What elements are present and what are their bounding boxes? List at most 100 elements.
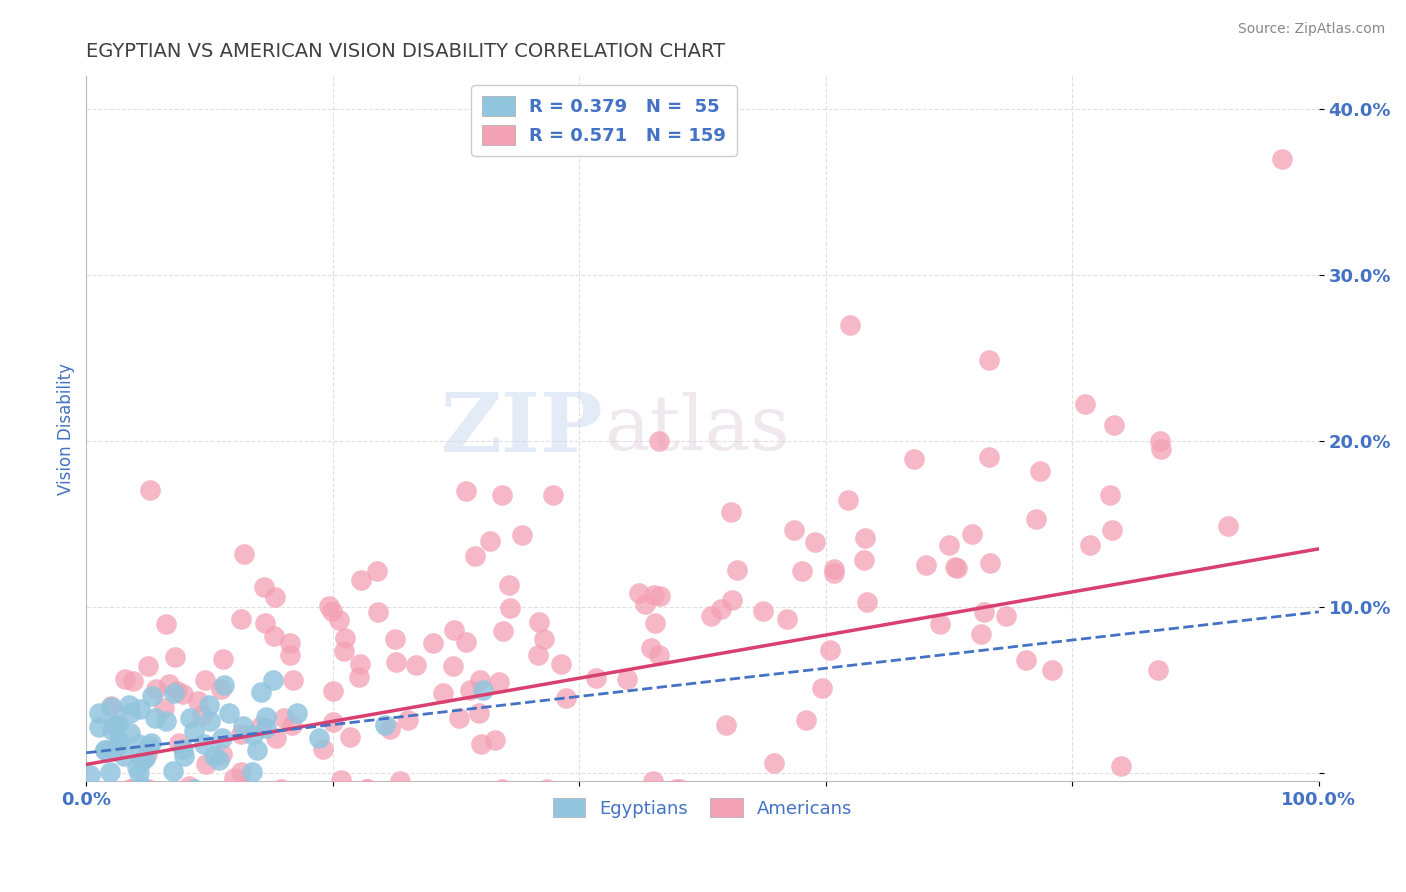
Point xyxy=(668,782,690,797)
Point xyxy=(648,589,671,603)
Point xyxy=(356,782,378,797)
Point xyxy=(278,636,301,650)
Point xyxy=(464,549,486,563)
Point xyxy=(640,641,662,656)
Point xyxy=(1098,488,1121,502)
Point xyxy=(454,635,477,649)
Point xyxy=(322,714,344,729)
Point xyxy=(198,698,221,713)
Point xyxy=(231,727,253,741)
Point xyxy=(478,533,501,548)
Point xyxy=(1025,511,1047,525)
Point xyxy=(183,782,205,797)
Point xyxy=(94,743,117,757)
Point xyxy=(979,450,1001,465)
Point xyxy=(177,779,200,793)
Point xyxy=(253,615,276,630)
Point xyxy=(929,616,952,631)
Point xyxy=(138,782,160,797)
Point xyxy=(1109,758,1132,772)
Point xyxy=(233,547,256,561)
Point xyxy=(194,673,217,688)
Point xyxy=(134,751,156,765)
Point xyxy=(1147,663,1170,677)
Point xyxy=(209,681,232,696)
Point xyxy=(131,754,153,768)
Point xyxy=(152,700,174,714)
Point xyxy=(1015,653,1038,667)
Point xyxy=(356,782,378,797)
Point xyxy=(700,608,723,623)
Point xyxy=(468,706,491,720)
Point xyxy=(212,678,235,692)
Point xyxy=(253,580,276,594)
Point xyxy=(752,604,775,618)
Point xyxy=(432,686,454,700)
Point xyxy=(131,779,153,793)
Point xyxy=(120,782,142,797)
Point xyxy=(208,753,231,767)
Point xyxy=(278,648,301,662)
Point xyxy=(1271,152,1294,166)
Point xyxy=(218,706,240,720)
Point xyxy=(118,698,141,713)
Point xyxy=(127,737,149,751)
Point xyxy=(720,593,742,607)
Point xyxy=(187,694,209,708)
Point xyxy=(190,707,212,722)
Point xyxy=(202,749,225,764)
Point xyxy=(211,731,233,745)
Point xyxy=(1078,538,1101,552)
Point xyxy=(915,558,938,572)
Point xyxy=(488,675,510,690)
Point xyxy=(839,318,862,332)
Point xyxy=(643,588,665,602)
Point xyxy=(405,658,427,673)
Point xyxy=(628,586,651,600)
Point xyxy=(1042,663,1064,677)
Point xyxy=(136,659,159,673)
Point xyxy=(641,774,664,789)
Point xyxy=(938,538,960,552)
Point xyxy=(118,782,141,797)
Point xyxy=(195,756,218,771)
Point xyxy=(114,749,136,764)
Point xyxy=(853,531,876,545)
Point xyxy=(470,738,492,752)
Point xyxy=(270,782,292,797)
Point xyxy=(396,713,419,727)
Point xyxy=(1150,442,1173,457)
Point xyxy=(264,590,287,604)
Point xyxy=(492,624,515,638)
Point xyxy=(312,742,335,756)
Point xyxy=(167,736,190,750)
Point xyxy=(172,742,194,756)
Point xyxy=(322,683,344,698)
Point xyxy=(946,560,969,574)
Point xyxy=(665,782,688,797)
Point xyxy=(128,766,150,780)
Point xyxy=(254,709,277,723)
Point xyxy=(347,670,370,684)
Point xyxy=(550,657,572,671)
Point xyxy=(232,719,254,733)
Point xyxy=(262,673,284,687)
Point xyxy=(385,655,408,669)
Point xyxy=(266,731,288,745)
Point xyxy=(498,600,520,615)
Text: ZIP: ZIP xyxy=(441,389,605,468)
Point xyxy=(456,483,478,498)
Point xyxy=(162,764,184,778)
Point xyxy=(1101,523,1123,537)
Point xyxy=(103,718,125,732)
Point xyxy=(333,631,356,645)
Point xyxy=(543,488,565,502)
Point xyxy=(491,488,513,502)
Point xyxy=(107,716,129,731)
Point xyxy=(725,564,748,578)
Point xyxy=(384,632,406,647)
Point xyxy=(229,764,252,779)
Point xyxy=(173,749,195,764)
Point xyxy=(969,627,991,641)
Point xyxy=(100,700,122,714)
